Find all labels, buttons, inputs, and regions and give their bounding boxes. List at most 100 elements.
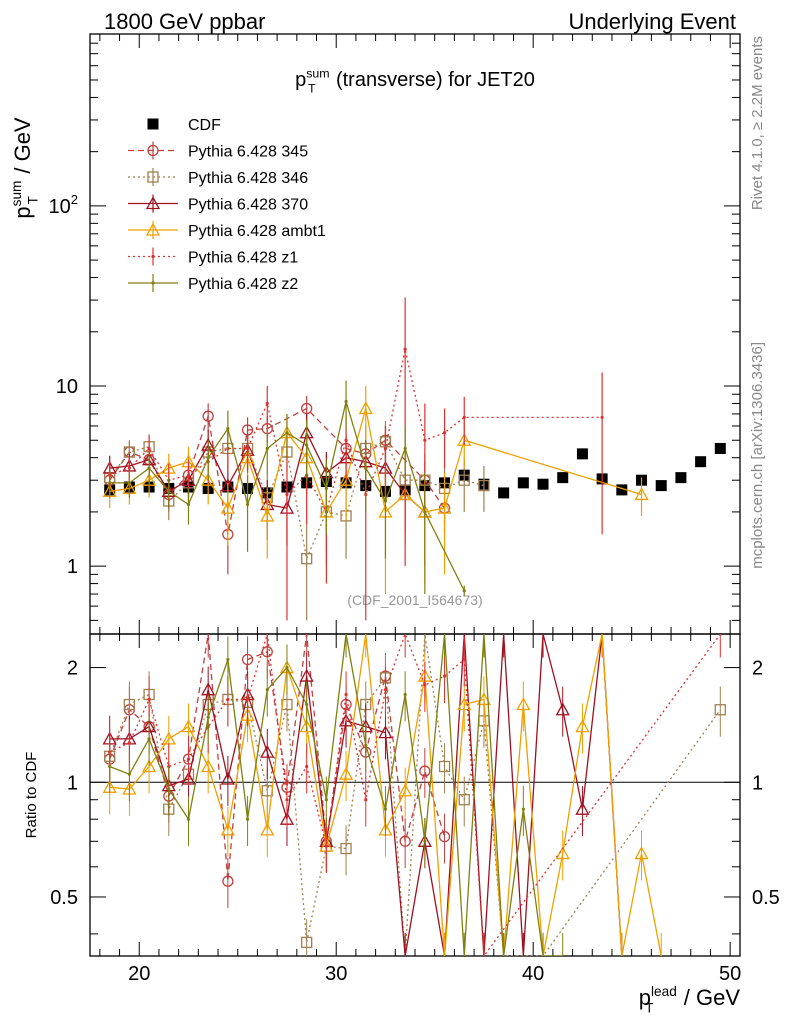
ratio-y-tick-label: 0.5: [50, 887, 78, 909]
x-tick-label: 50: [719, 963, 741, 985]
ratio-point: [378, 725, 393, 739]
data-point: [260, 508, 275, 522]
y-tick-label-100: 102: [49, 192, 78, 218]
ratio-point: [167, 787, 171, 791]
ratio-point: [476, 692, 492, 706]
ratio-point: [344, 692, 348, 697]
ratio-point: [260, 744, 275, 758]
legend-marker: [145, 196, 161, 210]
ratio-y-tick-label: 1: [67, 772, 78, 794]
ratio-line: [109, 634, 563, 956]
legend: CDF Pythia 6.428 345 Pythia 6.428 346 Pythi…: [128, 117, 326, 293]
y-tick-label: 1: [67, 556, 78, 578]
ratio-y-tick-label-right: 1: [752, 772, 763, 794]
data-point: [220, 500, 235, 514]
header-right: Underlying Event: [568, 9, 736, 34]
ratio-point: [206, 715, 210, 720]
ratio-point: [364, 798, 368, 802]
ratio-point: [399, 835, 411, 847]
ratio-point: [383, 807, 388, 811]
legend-marker: [151, 281, 155, 285]
series-5: [108, 297, 604, 621]
data-point: [301, 553, 313, 565]
ratio-point: [338, 766, 354, 780]
ratio-point: [340, 842, 352, 855]
ratio-point: [285, 798, 289, 802]
series-line: [109, 441, 485, 561]
data-point: [403, 347, 407, 351]
ratio-point: [285, 665, 289, 670]
data-point: [206, 456, 210, 460]
ratio-y-tick-label-right: 2: [752, 658, 763, 680]
ratio-point: [265, 688, 269, 692]
ratio-point: [301, 936, 313, 949]
data-point: [714, 442, 726, 454]
data-point: [108, 481, 112, 485]
data-point: [537, 478, 549, 490]
data-point: [245, 446, 250, 451]
data-point: [423, 438, 427, 442]
data-point: [458, 474, 470, 486]
x-tick-label: 40: [522, 963, 544, 985]
data-point: [285, 492, 289, 497]
ratio-point: [305, 702, 309, 707]
ratio-point: [220, 771, 235, 785]
ratio-point: [147, 697, 151, 702]
ratio-point: [423, 839, 427, 843]
data-point: [442, 431, 447, 435]
series-line: [109, 408, 642, 519]
ratio-point: [123, 698, 136, 711]
legend-marker: [145, 222, 161, 236]
ratio-y-tick-label-right: 0.5: [752, 887, 780, 909]
data-point: [265, 446, 269, 451]
ratio-point: [226, 657, 230, 662]
ratio-point: [419, 765, 431, 777]
data-point: [127, 481, 131, 485]
x-tick-label: 30: [325, 963, 347, 985]
data-point: [423, 510, 427, 514]
data-point: [383, 499, 388, 503]
data-point: [226, 427, 230, 431]
data-point: [202, 410, 214, 422]
legend-marker: [147, 118, 159, 130]
ratio-point: [241, 653, 254, 666]
data-point: [301, 402, 313, 415]
data-point: [634, 487, 649, 501]
legend-entry: CDF: [188, 117, 221, 134]
legend-entry: Pythia 6.428 345: [188, 144, 308, 161]
data-point: [285, 431, 289, 435]
ratio-point: [423, 683, 427, 687]
ratio-point: [575, 801, 590, 815]
data-point: [147, 466, 151, 470]
data-point: [186, 473, 191, 477]
data-point: [338, 472, 354, 486]
ratio-point: [186, 757, 191, 761]
data-point: [344, 438, 348, 442]
ratio-point: [299, 719, 314, 733]
main-plot-area: 1 10 102 psum T / GeV psum T (transverse) for …: [9, 33, 741, 635]
ratio-point: [299, 668, 314, 682]
series-line: [109, 407, 446, 535]
ratio-point: [634, 846, 649, 860]
series-line: [109, 398, 465, 592]
ratio-point: [220, 822, 235, 836]
ratio-point: [245, 697, 250, 702]
ratio-point: [714, 704, 726, 716]
watermark: (CDF_2001_I564673): [347, 592, 482, 608]
main-series-group: [102, 297, 726, 621]
ratio-point: [141, 759, 157, 773]
ratio-series-2: [102, 634, 623, 956]
ratio-point: [338, 713, 354, 727]
data-point: [576, 448, 588, 460]
data-point: [600, 415, 604, 419]
data-point: [655, 480, 667, 492]
ratio-point: [147, 737, 151, 741]
x-axis-label: plead T / GeV: [639, 984, 741, 1016]
data-point: [462, 415, 466, 419]
data-point: [344, 399, 348, 404]
ratio-point: [403, 692, 407, 697]
ratio-point: [201, 759, 216, 773]
series-2: [104, 420, 490, 621]
legend-entry: Pythia 6.428 ambt1: [188, 223, 326, 240]
